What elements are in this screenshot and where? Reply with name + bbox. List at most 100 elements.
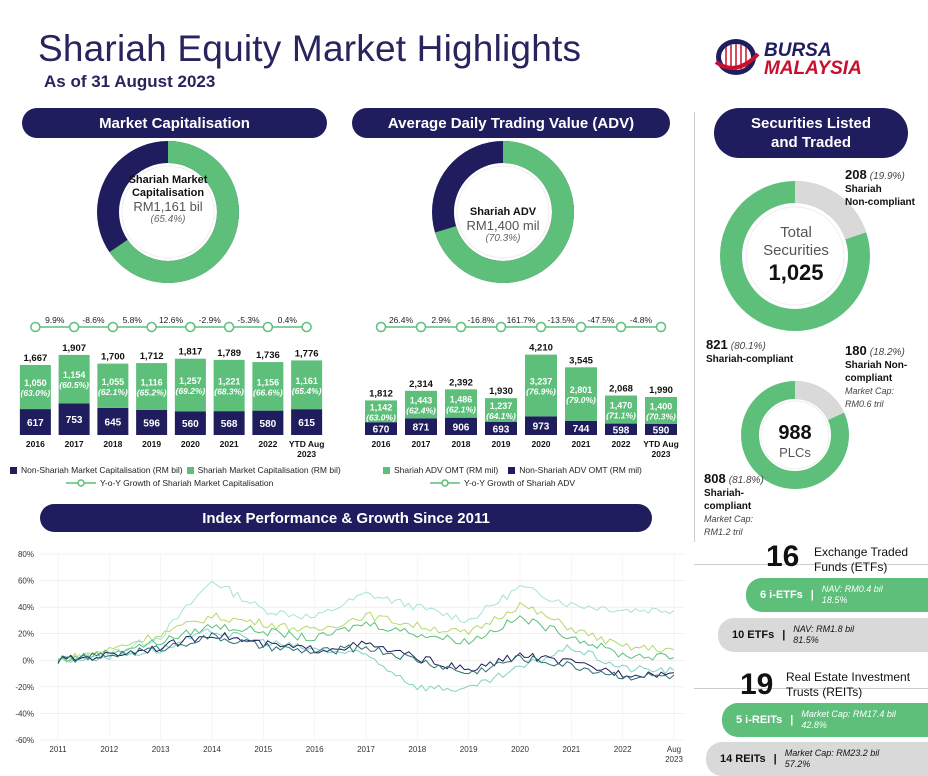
bar-non-shariah [252,410,284,435]
x-tick-label: 2017 [65,439,84,449]
bar-non-shariah [645,423,677,435]
reit-label-2: Trusts (REITs) [786,685,863,699]
legend-shariah: Shariah ADV OMT (RM mil) [394,465,499,475]
i-reit-cap-1: Market Cap: RM17.4 bil [801,709,896,719]
bar-shariah-pct-label: (64.1%) [486,411,516,421]
bar-shariah-label: 2,801 [570,385,593,395]
bar-non-shariah [485,421,517,435]
bar-shariah-label: 1,470 [610,401,633,411]
bar-non-label: 598 [613,425,630,436]
x-tick-label-year: 2023 [652,449,671,459]
etf-nav-1: NAV: RM1.8 bil [793,624,855,634]
bar-non-label: 645 [105,417,122,428]
bar-total-label: 1,700 [101,352,125,363]
adv-donut-value: RM1,400 mil [466,218,540,233]
bar-shariah-label: 1,050 [24,378,47,388]
bar-total-label: 2,314 [409,379,433,390]
x-tick-label: 2021 [572,439,591,449]
plc-sh-cap-1: Market Cap: [704,514,754,524]
growth-label: -5.3% [237,315,260,325]
x-tick-label: 2022 [612,439,631,449]
adv-bar-chart: 26.4% 2.9% -16.8% 161.7% -13.5% -47.5% -4.8% 67… [365,315,679,459]
total-label-2: Securities [763,242,829,259]
donut-center [456,165,550,259]
bar-non-label: 871 [413,423,430,434]
bar-shariah-label: 1,161 [295,376,318,386]
market-cap-donut-pct: (65.4%) [150,214,186,225]
bar-shariah-pct-label: (63.0%) [20,388,50,398]
x-tick-label-year: 2023 [297,449,316,459]
plcs-label: PLCs [779,445,811,460]
x-tick-label: 2022 [258,439,277,449]
x-tick-label: 2016 [306,745,324,754]
etf-label-2: Funds (ETFs) [814,560,888,574]
bar-shariah [565,367,597,421]
bar-non-shariah [291,409,323,435]
growth-marker [495,321,507,333]
growth-label: 9.9% [45,315,65,325]
bar-non-label: 693 [493,424,510,435]
growth-marker [146,321,157,333]
page-title: Shariah Equity Market Highlights [38,28,582,69]
bar-shariah [485,398,517,422]
bar-total-label: 1,789 [217,348,241,359]
bar-shariah [58,354,90,404]
index-series-line [57,601,675,663]
x-tick-label: YTD Aug [289,439,325,449]
x-tick-label: 2019 [460,745,478,754]
bar-shariah [605,395,637,424]
bar-shariah [525,354,557,417]
growth-marker [535,321,547,333]
plcs-text: 988 PLCs [760,422,830,460]
growth-label: 12.6% [159,315,184,325]
plc-non-label-2: compliant [845,373,893,384]
growth-label: 0.4% [278,315,298,325]
bar-non-label: 753 [66,415,83,426]
plcs-center [760,400,830,470]
x-tick-label: 2013 [152,745,170,754]
bar-shariah-pct-label: (65.4%) [292,386,322,396]
x-tick-label: 2019 [492,439,511,449]
bar-shariah [291,360,323,410]
x-tick-label: 2018 [103,439,122,449]
bar-total-label: 1,712 [140,351,164,362]
y-tick-label: 40% [18,603,34,612]
bar-shariah-pct-label: (71.1%) [606,411,636,421]
non-compliant-num: 208 [845,167,867,182]
legend-swatch-shariah [383,466,390,474]
x-tick-label: 2020 [181,439,200,449]
plc-non-cap-1: Market Cap: [845,386,895,396]
bar-non-label: 617 [27,418,44,429]
total-label-1: Total [780,224,812,241]
bar-non-shariah [174,411,206,435]
bar-shariah-label: 1,055 [102,377,125,387]
reit-row-label: 14 REITs [720,753,766,765]
bar-non-label: 590 [653,425,670,436]
bar-shariah-pct-label: (68.3%) [214,387,244,397]
bar-total-label: 4,210 [529,343,553,354]
etf-nav: NAV: RM1.8 bil 81.5% [793,624,854,646]
non-compliant-label-1: Shariah [845,184,882,195]
legend-swatch-non-shariah [508,466,516,474]
bar-non-label: 906 [453,422,470,433]
growth-marker [30,321,41,333]
i-reit-cap: Market Cap: RM17.4 bil 42.8% [801,709,896,731]
i-reit-row: 5 i-REITs | Market Cap: RM17.4 bil 42.8% [722,703,928,737]
total-securities-value: 1,025 [768,260,824,285]
bar-total-label: 1,736 [256,350,280,361]
growth-label: 26.4% [389,315,414,325]
donut-shariah-arc [432,141,574,283]
bar-shariah-pct-label: (63.0%) [366,412,396,422]
index-line-chart: 80% 60% 40% 20% 0% -20% -40% -60% 2011 2012 2013 20… [15,550,684,764]
non-compliant-pct: (19.9%) [869,171,905,182]
legend-non-shariah: Non-Shariah ADV OMT (RM mil) [519,465,642,475]
x-tick-label: 2021 [562,745,580,754]
x-tick-label: Aug [667,745,681,754]
total-securities-center [745,206,845,306]
reit-cap: Market Cap: RM23.2 bil 57.2% [785,748,880,770]
bar-shariah-pct-label: (65.2%) [137,388,167,398]
x-tick-label: 2021 [220,439,239,449]
legend-shariah: Shariah Market Capitalisation (RM bil) [197,465,341,475]
market-cap-legend: Non-Shariah Market Capitalisation (RM bi… [10,465,341,475]
i-etf-row: 6 i-ETFs | NAV: RM0.4 bil 18.5% [746,578,928,612]
